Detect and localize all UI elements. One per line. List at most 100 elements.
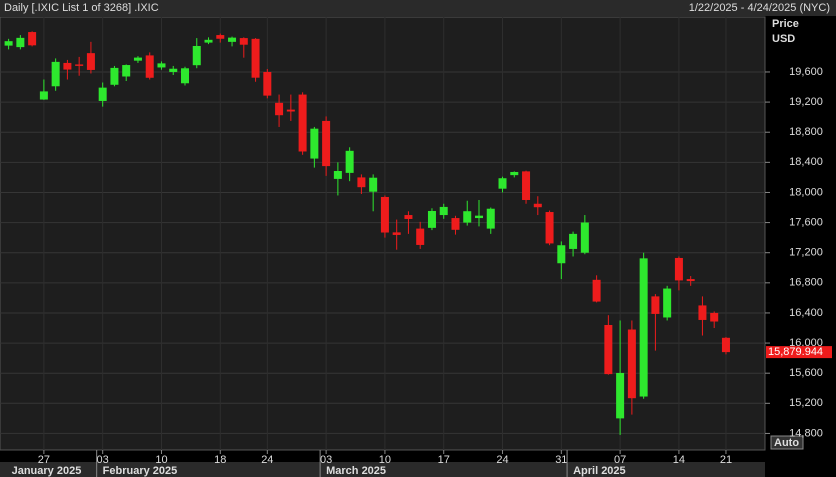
candle-body [298,94,307,152]
y-axis-unit: USD [772,33,795,45]
candle-body [28,32,37,46]
candle-body [357,177,366,188]
candle-body [51,61,60,87]
month-label: January 2025 [12,465,82,477]
date-range: 1/22/2025 - 4/24/2025 (NYC) [689,2,830,14]
candle-body [498,178,507,189]
x-tick-label: 14 [673,454,685,466]
candle-body [157,63,166,68]
candle-body [216,35,225,39]
candle-body [122,65,131,77]
x-tick-label: 24 [261,454,273,466]
candle-body [239,38,248,45]
chart-title: Daily [.IXIC List 1 of 3268] .IXIC [4,2,159,14]
candle-body [380,196,389,233]
candle-body [698,305,707,320]
candle-body [557,245,566,264]
y-tick-label: 16,000 [789,337,823,349]
candle-body [569,233,578,249]
candle-body [710,312,719,322]
candle-body [475,215,483,219]
y-axis-label: Price [772,18,799,30]
plot-area [0,16,766,451]
x-tick-label: 21 [720,454,732,466]
candle-body [392,232,401,235]
candle-body [322,120,331,167]
candle-body [427,210,436,228]
candle-body [133,57,142,61]
month-label: February 2025 [103,465,178,477]
candle-body [192,45,201,66]
candle-body [251,38,260,78]
y-tick-label: 14,800 [789,427,823,439]
title-bar [0,0,836,16]
candle-body [110,67,119,85]
candle-body [604,324,613,375]
month-label: April 2025 [573,465,626,477]
candle-body [721,337,730,353]
y-tick-label: 16,800 [789,277,823,289]
candle-body [345,150,354,173]
x-tick-label: 24 [496,454,508,466]
candle-body [616,372,625,419]
x-tick-label: 27 [38,454,50,466]
x-tick-label: 31 [555,454,567,466]
y-tick-label: 16,400 [789,307,823,319]
y-tick-label: 19,200 [789,96,823,108]
y-tick-label: 19,600 [789,66,823,78]
candle-body [404,215,413,219]
candle-body [651,296,660,314]
auto-button[interactable] [770,435,804,450]
candle-body [4,41,13,46]
candle-body [592,279,601,302]
candle-body [522,171,531,200]
candle-body [533,203,542,208]
candle-body [63,62,72,70]
candle-body [639,258,648,397]
candle-body [228,37,237,42]
candle-body [310,128,319,159]
last-value-box [766,346,832,359]
candle-body [463,211,472,223]
candle-body [510,171,519,176]
x-tick-label: 18 [214,454,226,466]
candle-body [181,68,189,84]
candle-body [545,212,554,244]
x-tick-label: 03 [320,454,332,466]
x-tick-label: 10 [155,454,167,466]
candle-body [75,64,84,66]
candle-body [627,329,636,399]
candle-body [275,102,284,116]
month-label: March 2025 [326,465,386,477]
candle-body [369,177,378,192]
candle-body [333,170,342,179]
candle-body [39,91,48,100]
last-value-label: 15,879.944 [768,346,823,358]
y-tick-label: 15,600 [789,367,823,379]
candle-body [674,257,683,281]
month-band [0,462,765,477]
y-tick-label: 18,800 [789,126,823,138]
y-tick-label: 18,400 [789,156,823,168]
candle-body [663,288,672,318]
candle-body [169,68,178,72]
candle-body [486,208,495,229]
candle-body [580,222,589,253]
candle-body [204,39,213,43]
auto-button-label[interactable]: Auto [774,437,799,449]
candle-body [145,55,154,78]
y-tick-label: 17,200 [789,247,823,259]
candle-body [263,71,272,96]
x-tick-label: 17 [438,454,450,466]
x-tick-label: 10 [379,454,391,466]
candle-body [416,228,425,245]
x-tick-label: 07 [614,454,626,466]
candle-body [451,218,460,230]
y-tick-label: 17,600 [789,216,823,228]
y-tick-label: 18,000 [789,186,823,198]
candle-body [86,53,95,70]
candle-body [98,87,107,101]
candle-body [16,37,25,48]
